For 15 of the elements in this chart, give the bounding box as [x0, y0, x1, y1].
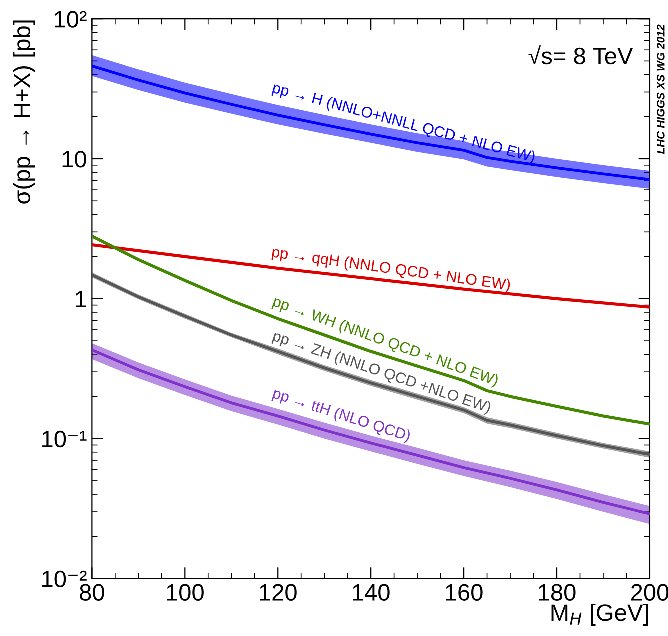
x-tick-label: 100: [167, 584, 204, 601]
x-tick-label: 180: [539, 584, 576, 601]
annotation: √s= 8 TeV: [528, 46, 634, 65]
text: pp → qqH (NNLO QCD + NLO EW): [272, 246, 511, 294]
y-tick-label: 1: [76, 291, 86, 308]
y-tick-label: 10²: [55, 11, 87, 28]
text: pp → ttH (NLO QCD): [272, 387, 412, 444]
y-tick-label: 10: [62, 151, 86, 168]
x-tick-label: 140: [353, 584, 390, 601]
x-axis-title: M$_{H}$ [GeV]: [552, 604, 648, 626]
y-tick-label: 10⁻¹: [42, 430, 87, 448]
y-axis-title: σ(pp → H+X) [pb]: [13, 20, 36, 204]
x-tick-label: 160: [446, 584, 483, 601]
text: LHC HIGGS XS WG 2012: [656, 24, 665, 154]
x-tick-label: 120: [260, 584, 297, 601]
